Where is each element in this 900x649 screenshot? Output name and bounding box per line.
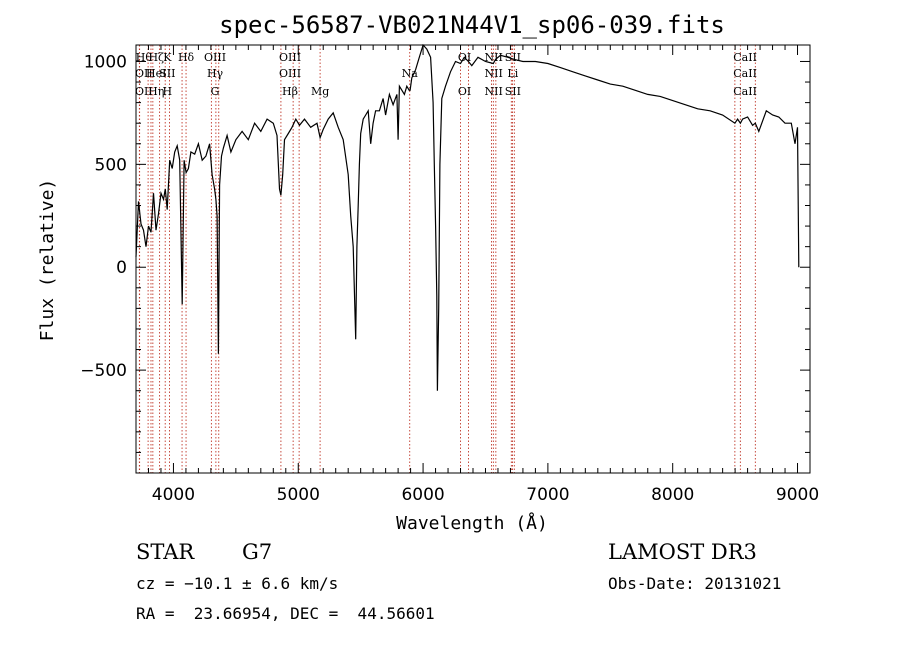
plot-frame	[135, 44, 811, 474]
line-marker-label: CaII	[733, 51, 757, 64]
redshift-cz: cz = −10.1 ± 6.6 km/s	[136, 574, 339, 593]
x-axis-label: Wavelength (Å)	[396, 512, 548, 534]
coordinates: RA = 23.66954, DEC = 44.56601	[136, 604, 435, 623]
line-marker-label: OII	[135, 67, 153, 80]
line-marker-label: Hθ	[136, 51, 153, 64]
spectrum-line	[135, 43, 800, 391]
line-marker-label: NII	[484, 51, 502, 64]
line-marker-label: OII	[135, 85, 153, 98]
y-tick-label: 1000	[84, 52, 127, 72]
line-marker-label: OIII	[279, 67, 301, 80]
line-marker-label: SII	[159, 67, 175, 80]
x-tick-label: 8000	[651, 485, 694, 505]
line-marker-label: Hδ	[178, 51, 195, 64]
object-class: STAR	[136, 540, 195, 564]
line-marker-label: HeI	[146, 67, 166, 80]
line-marker-label: Hη	[148, 85, 164, 98]
x-tick-label: 7000	[526, 485, 569, 505]
line-marker-label: Li	[507, 67, 518, 80]
x-tick-label: 4000	[152, 485, 195, 505]
line-marker-label: G	[211, 85, 220, 98]
obs-date: Obs-Date: 20131021	[608, 574, 782, 593]
x-tick-label: 9000	[776, 485, 819, 505]
line-marker-label: Mg	[311, 85, 329, 98]
line-marker-label: OIII	[279, 51, 301, 64]
x-tick-label: 6000	[401, 485, 444, 505]
line-marker-label: Hζ	[148, 51, 164, 64]
line-marker-label: CaII	[733, 85, 757, 98]
line-marker-label: H	[163, 85, 173, 98]
line-marker-label: Na	[402, 67, 419, 80]
y-tick-label: 500	[95, 155, 127, 175]
survey-name: LAMOST DR3	[608, 540, 757, 564]
line-marker-label: SII	[505, 51, 521, 64]
line-marker-label: OIII	[204, 51, 226, 64]
y-tick-label: 0	[116, 258, 127, 278]
line-marker-label: CaII	[733, 67, 757, 80]
line-marker-label: NII	[484, 85, 502, 98]
line-marker-label: K	[163, 51, 172, 64]
y-axis: −500 0 500 1000	[80, 52, 810, 474]
line-marker-label: SII	[505, 85, 521, 98]
y-axis-label: Flux (relative)	[37, 179, 58, 342]
line-marker-label: Hγ	[207, 67, 224, 80]
line-marker-label: NII	[484, 67, 502, 80]
subclass: G7	[242, 540, 273, 564]
y-tick-label: −500	[80, 361, 127, 381]
x-axis: 4000 5000 6000 7000 8000 9000	[135, 45, 819, 505]
line-marker-label: Hβ	[282, 85, 298, 98]
line-markers: Hθ OII OII Hζ HeI Hη K SII H Hδ OIII Hγ G OIII OIII Hβ M…	[135, 45, 757, 473]
line-marker-label: OI	[458, 85, 471, 98]
chart-title: spec-56587-VB021N44V1_sp06-039.fits	[219, 11, 725, 39]
x-tick-label: 5000	[277, 485, 320, 505]
